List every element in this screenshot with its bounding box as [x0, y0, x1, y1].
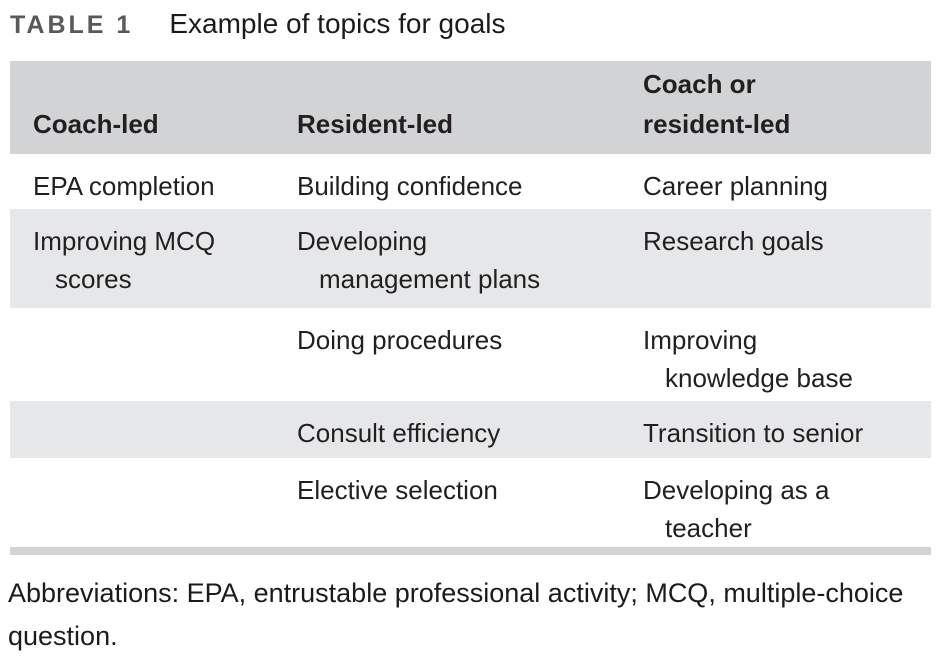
cell-line: Coach or	[643, 69, 756, 99]
header-cell: Coach or resident-led	[643, 64, 931, 154]
table-footnote: Abbreviations: EPA, entrustable professi…	[8, 578, 904, 651]
table-header: Coach-led Resident-led Coach or resident-le…	[10, 61, 931, 154]
table-row: Improving MCQ scores Developing management …	[10, 209, 931, 308]
cell-line: Coach-led	[33, 109, 159, 139]
cell-line: teacher	[665, 513, 752, 543]
table-bottom-rule	[10, 547, 931, 555]
table-body: EPA completion Building confidence Career …	[10, 154, 931, 547]
cell-line: Improving	[643, 325, 758, 355]
table-row: Doing procedures Improving knowledge base	[10, 308, 931, 401]
cell-line: Building confidence	[297, 171, 523, 201]
table-cell: Transition to senior	[643, 401, 931, 458]
table: Coach-led Resident-led Coach or resident-le…	[10, 61, 931, 555]
table-caption: Example of topics for goals	[169, 8, 506, 39]
cell-line: management plans	[319, 264, 541, 294]
table-cell: Research goals	[643, 209, 931, 308]
table-cell: Developing management plans	[297, 209, 643, 308]
table-cell: Elective selection	[297, 458, 643, 547]
table-cell	[10, 401, 297, 458]
table-cell	[10, 308, 297, 401]
cell-line: Doing procedures	[297, 325, 503, 355]
cell-line: Elective selection	[297, 475, 498, 505]
header-cell: Coach-led	[10, 104, 297, 154]
table-cell: EPA completion	[10, 154, 297, 209]
cell-line: Research goals	[643, 226, 824, 256]
cell-line: Developing	[297, 226, 428, 256]
cell-line: Transition to senior	[643, 418, 864, 448]
cell-line: Developing as a	[643, 475, 830, 505]
table-cell: Career planning	[643, 154, 931, 209]
cell-line: resident-led	[643, 109, 791, 139]
cell-line: scores	[55, 264, 132, 294]
table-cell: Improving knowledge base	[643, 308, 931, 401]
table-cell: Doing procedures	[297, 308, 643, 401]
table-title-row: TABLE 1 Example of topics for goals	[10, 8, 938, 40]
cell-line: Resident-led	[297, 109, 454, 139]
table-cell	[10, 458, 297, 547]
header-cell: Resident-led	[297, 104, 643, 154]
table-cell: Consult efficiency	[297, 401, 643, 458]
table-row: Elective selection Developing as a teacher	[10, 458, 931, 547]
cell-line: EPA completion	[33, 171, 215, 201]
table-cell: Developing as a teacher	[643, 458, 931, 547]
table-row: Consult efficiency Transition to senior	[10, 401, 931, 458]
table-cell: Improving MCQ scores	[10, 209, 297, 308]
table-label: TABLE 1	[10, 11, 134, 39]
cell-line: Career planning	[643, 171, 829, 201]
cell-line: knowledge base	[665, 363, 853, 393]
cell-line: Improving MCQ	[33, 226, 216, 256]
cell-line: Consult efficiency	[297, 418, 501, 448]
table-cell: Building confidence	[297, 154, 643, 209]
table-row: EPA completion Building confidence Career …	[10, 154, 931, 209]
